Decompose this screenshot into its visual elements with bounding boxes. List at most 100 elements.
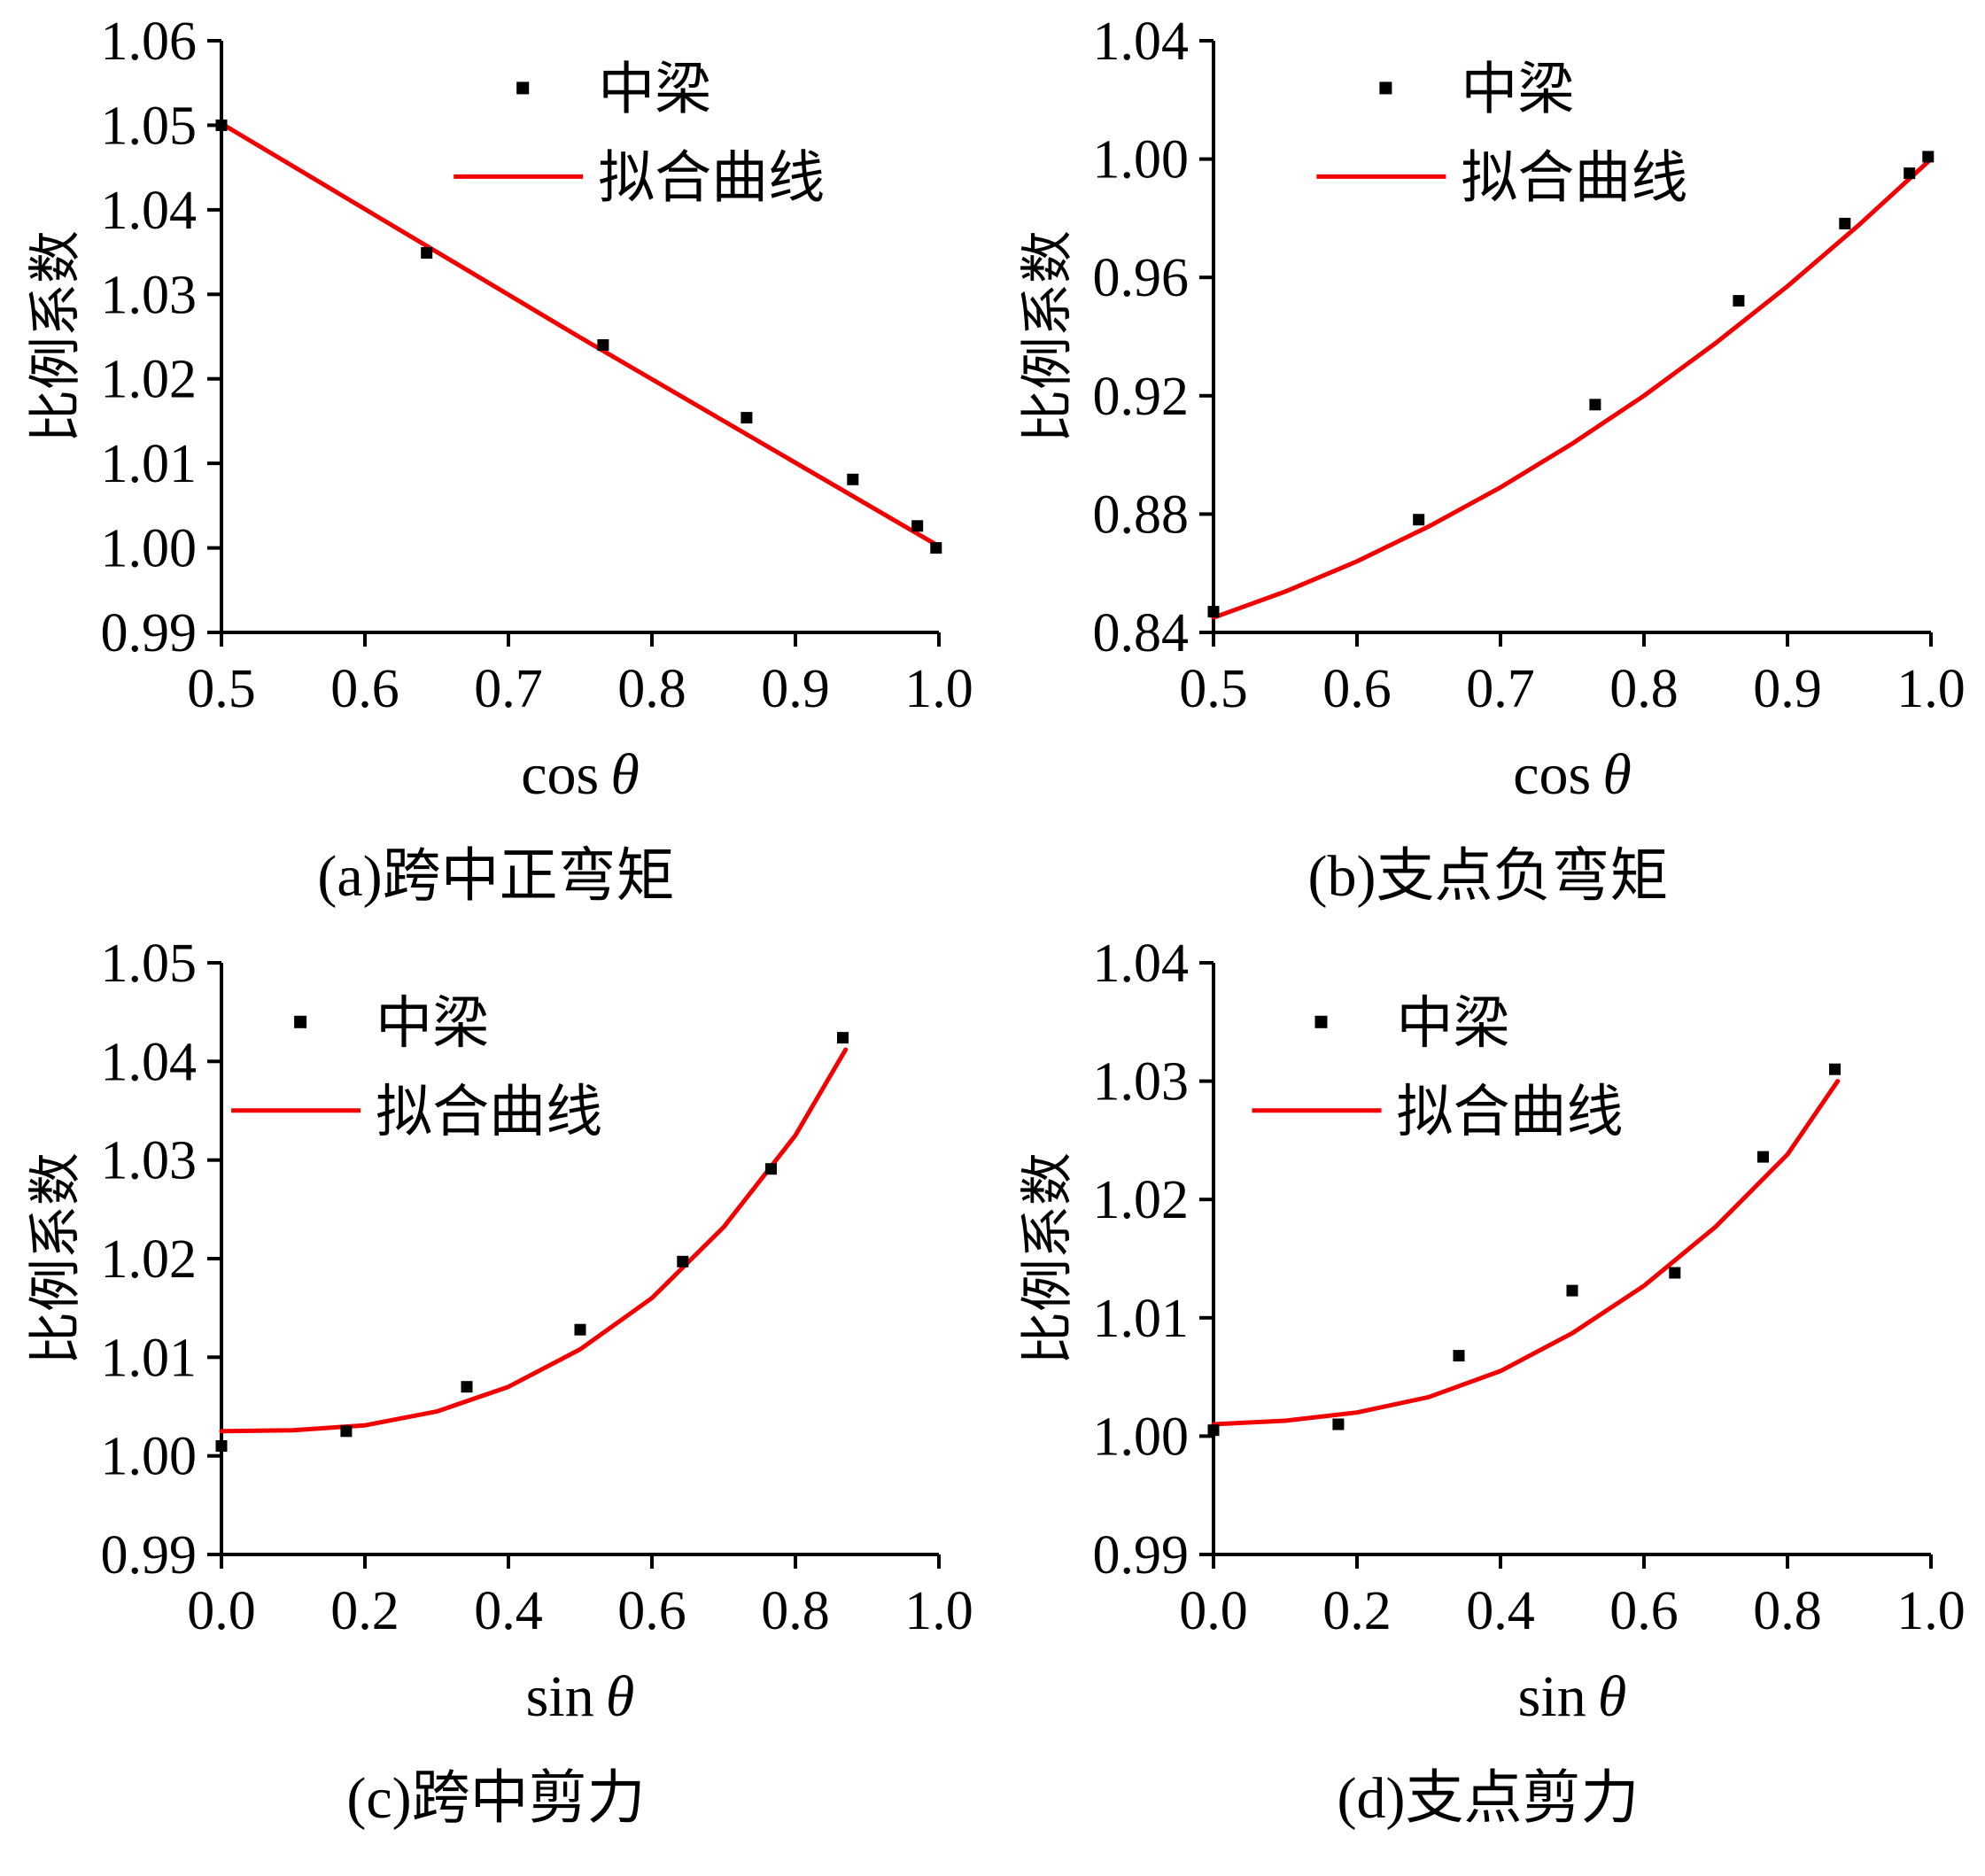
chart-a-plot: 0.99 1.00 1.01 1.02 1.03 1.04 1.05 1.06 0.5 0.6 0.… xyxy=(26,12,973,807)
chart-panel-c: 0.99 1.00 1.01 1.02 1.03 1.04 1.05 0.0 0.2 0.4 0.6… xyxy=(0,926,992,1832)
y-tick-label: 1.00 xyxy=(101,1426,198,1486)
x-tick-label: 1.0 xyxy=(1896,659,1966,719)
x-tick-label: 0.9 xyxy=(1753,659,1822,719)
y-tick-label: 1.00 xyxy=(1093,130,1190,190)
scatter-point xyxy=(1566,1284,1578,1297)
y-axis-title: 比例系数 xyxy=(1018,230,1077,443)
y-axis-title: 比例系数 xyxy=(1018,1152,1077,1365)
chart-c-plot: 0.99 1.00 1.01 1.02 1.03 1.04 1.05 0.0 0.2 0.4 0.6… xyxy=(26,934,973,1729)
y-axis-title: 比例系数 xyxy=(26,230,85,443)
scatter-point xyxy=(1922,151,1935,163)
x-tick-label: 0.0 xyxy=(187,1581,256,1641)
y-tick-label: 1.04 xyxy=(101,1032,198,1092)
legend-marker-swatch xyxy=(1314,1015,1328,1028)
chart-c-caption: (c)跨中剪力 xyxy=(346,1765,646,1831)
fit-line xyxy=(1211,1078,1841,1427)
y-tick-label: 1.01 xyxy=(101,1328,198,1388)
y-tick-label: 1.02 xyxy=(1093,1170,1190,1230)
chart-panel-a: 0.99 1.00 1.01 1.02 1.03 1.04 1.05 1.06 0.5 0.6 0.… xyxy=(0,4,992,910)
y-tick-label: 1.04 xyxy=(101,181,198,241)
x-tick-label: 0.2 xyxy=(1322,1581,1392,1641)
x-tick-label: 0.8 xyxy=(1609,659,1679,719)
x-tick-label: 0.4 xyxy=(1466,1581,1535,1641)
x-tick-label: 0.0 xyxy=(1179,1581,1248,1641)
legend-marker-label: 中梁 xyxy=(1397,990,1510,1054)
scatter-point xyxy=(1453,1349,1465,1361)
x-tick-label: 0.7 xyxy=(474,659,543,719)
y-axis-title: 比例系数 xyxy=(26,1152,85,1365)
chart-panel-b: 0.84 0.88 0.92 0.96 1.00 1.04 0.5 0.6 0.7 0.8 0.9 1… xyxy=(992,4,1984,910)
scatter-point xyxy=(1589,399,1601,411)
y-tick-label: 0.99 xyxy=(101,1525,198,1585)
legend-marker-label: 中梁 xyxy=(598,57,711,120)
scatter-point xyxy=(677,1255,689,1267)
y-tick-label: 1.03 xyxy=(1093,1051,1190,1112)
x-axis-title: sin θ xyxy=(526,1664,635,1729)
chart-d-plot: 0.99 1.00 1.01 1.02 1.03 1.04 0.0 0.2 0.4 0.6 0.8 1… xyxy=(1018,934,1966,1729)
scatter-point xyxy=(1207,1423,1220,1436)
x-tick-label: 0.5 xyxy=(187,659,256,719)
axes: 0.99 1.00 1.01 1.02 1.03 1.04 0.0 0.2 0.4 0.6 0.8 1… xyxy=(1093,934,1966,1641)
scatter-point xyxy=(930,542,942,554)
figure-grid: 0.99 1.00 1.01 1.02 1.03 1.04 1.05 1.06 0.5 0.6 0.… xyxy=(0,4,1984,1832)
y-tick-label: 0.88 xyxy=(1093,485,1190,545)
x-axis-title: sin θ xyxy=(1518,1664,1627,1729)
scatter-point xyxy=(1757,1151,1769,1163)
legend-marker-label: 中梁 xyxy=(1461,57,1574,120)
y-tick-label: 1.01 xyxy=(1093,1288,1190,1348)
y-tick-label: 0.96 xyxy=(1093,248,1190,308)
y-tick-label: 1.00 xyxy=(101,519,198,579)
x-tick-label: 0.9 xyxy=(761,659,830,719)
x-tick-label: 0.8 xyxy=(761,1581,830,1641)
scatter-point xyxy=(215,119,228,131)
scatter-point xyxy=(1207,606,1220,618)
scatter-point xyxy=(740,412,753,424)
x-tick-label: 0.6 xyxy=(617,1581,686,1641)
x-tick-label: 0.8 xyxy=(617,659,686,719)
legend-line-label: 拟合曲线 xyxy=(598,145,825,209)
chart-b-caption: (b)支点负弯矩 xyxy=(1307,844,1669,909)
scatter-point xyxy=(597,339,609,351)
y-tick-label: 1.05 xyxy=(101,934,198,994)
axes: 0.84 0.88 0.92 0.96 1.00 1.04 0.5 0.6 0.7 0.8 0.9 1… xyxy=(1093,12,1966,719)
y-tick-label: 0.99 xyxy=(1093,1525,1190,1585)
y-tick-label: 1.04 xyxy=(1093,934,1190,994)
y-tick-label: 0.92 xyxy=(1093,367,1190,427)
scatter-point xyxy=(1413,514,1425,526)
legend-line-label: 拟合曲线 xyxy=(376,1079,602,1143)
x-tick-label: 1.0 xyxy=(904,1581,973,1641)
x-tick-label: 0.6 xyxy=(1609,1581,1679,1641)
x-axis-title: cos θ xyxy=(1513,742,1632,807)
y-tick-label: 1.03 xyxy=(101,265,198,325)
scatter-point xyxy=(1839,217,1851,229)
scatter-point xyxy=(911,520,924,532)
legend-marker-swatch xyxy=(294,1015,307,1028)
legend-marker-swatch xyxy=(516,81,530,95)
x-tick-label: 0.6 xyxy=(330,659,399,719)
scatter-point xyxy=(1733,295,1745,307)
x-tick-label: 0.6 xyxy=(1322,659,1392,719)
y-tick-label: 1.04 xyxy=(1093,12,1190,72)
x-tick-label: 1.0 xyxy=(1896,1581,1966,1641)
chart-d-caption: (d)支点剪力 xyxy=(1337,1765,1640,1831)
axes: 0.99 1.00 1.01 1.02 1.03 1.04 1.05 0.0 0.2 0.4 0.6… xyxy=(101,934,973,1641)
scatter-point xyxy=(574,1323,586,1336)
scatter-point xyxy=(340,1424,353,1437)
fit-line xyxy=(1211,157,1934,620)
chart-b-plot: 0.84 0.88 0.92 0.96 1.00 1.04 0.5 0.6 0.7 0.8 0.9 1… xyxy=(1018,12,1966,807)
y-tick-label: 1.01 xyxy=(101,434,198,494)
chart-a-caption: (a)跨中正弯矩 xyxy=(317,844,675,909)
y-tick-label: 1.00 xyxy=(1093,1407,1190,1467)
legend-line-label: 拟合曲线 xyxy=(1461,145,1687,209)
x-tick-label: 0.7 xyxy=(1466,659,1535,719)
y-tick-label: 1.02 xyxy=(101,350,198,410)
scatter-point xyxy=(215,1439,228,1452)
x-tick-label: 1.0 xyxy=(904,659,973,719)
fit-line xyxy=(219,1047,849,1433)
scatter-point xyxy=(1829,1063,1841,1075)
axes: 0.99 1.00 1.01 1.02 1.03 1.04 1.05 1.06 0.5 0.6 0.… xyxy=(101,12,973,719)
